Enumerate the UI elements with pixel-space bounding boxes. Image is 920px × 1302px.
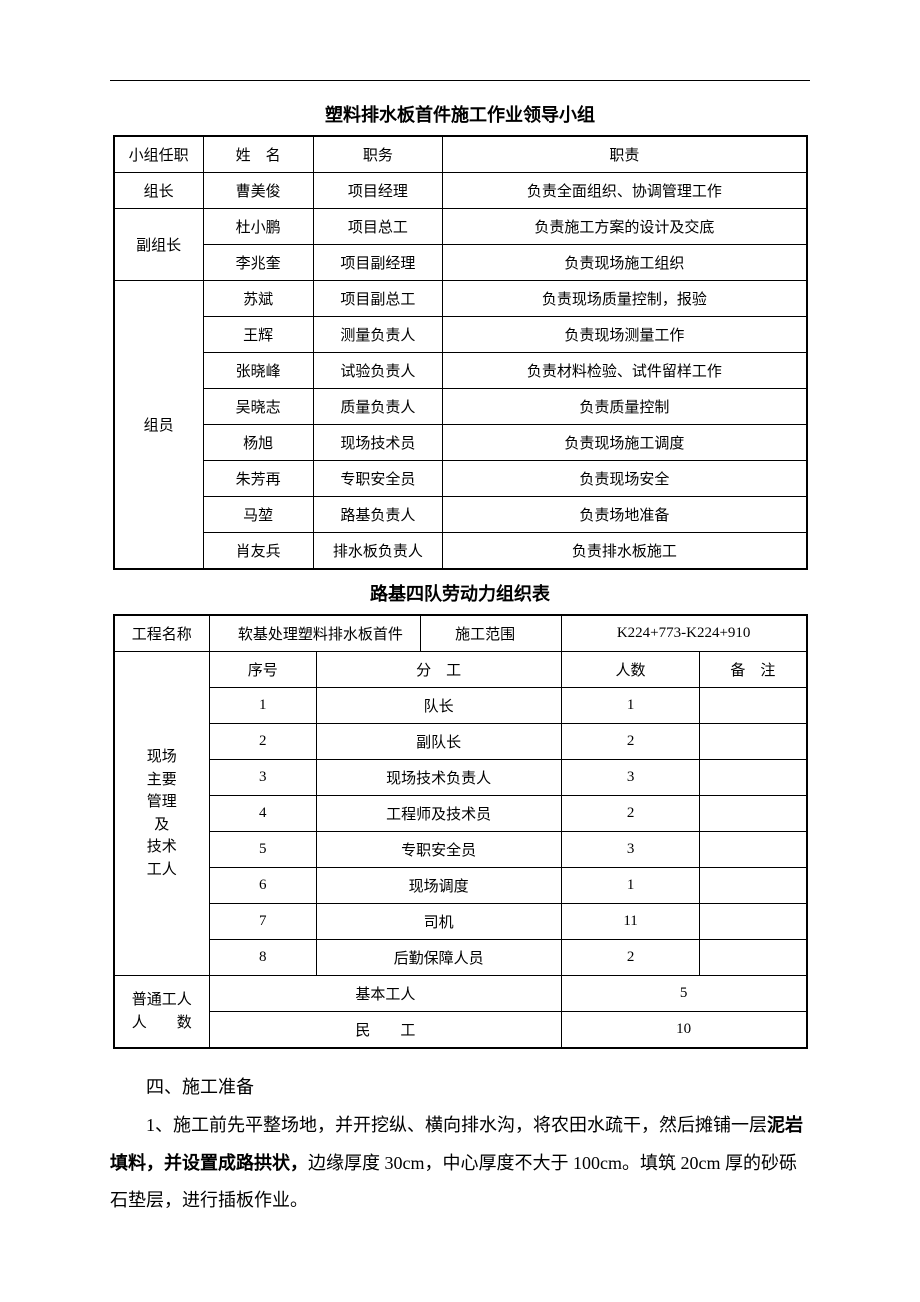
cell-post: 路基负责人 xyxy=(313,497,443,533)
sh-count: 人数 xyxy=(561,652,700,688)
cell-post: 质量负责人 xyxy=(313,389,443,425)
sh-no: 序号 xyxy=(209,652,316,688)
cell-name: 王辉 xyxy=(203,317,313,353)
table-row: 肖友兵 排水板负责人 负责排水板施工 xyxy=(114,533,807,570)
t1-h-role: 小组任职 xyxy=(114,136,204,173)
separator-line xyxy=(110,80,810,81)
cell-name: 肖友兵 xyxy=(203,533,313,570)
cell-post: 项目经理 xyxy=(313,173,443,209)
table2-title: 路基四队劳动力组织表 xyxy=(0,580,920,606)
cell-duty: 负责全面组织、协调管理工作 xyxy=(443,173,807,209)
table-row: 杨旭 现场技术员 负责现场施工调度 xyxy=(114,425,807,461)
cell-post: 排水板负责人 xyxy=(313,533,443,570)
cell-name: 吴晓志 xyxy=(203,389,313,425)
document-page: 塑料排水板首件施工作业领导小组 小组任职 姓 名 职务 职责 组长 曹美俊 项目… xyxy=(0,0,920,1220)
cell-post: 专职安全员 xyxy=(313,461,443,497)
cell-duty: 负责施工方案的设计及交底 xyxy=(443,209,807,245)
table-row: 2 副队长 2 xyxy=(114,724,807,760)
t1-h-name: 姓 名 xyxy=(203,136,313,173)
worker-label: 普通工人 人 数 xyxy=(114,976,210,1049)
sh-note: 备 注 xyxy=(700,652,807,688)
table-row: 普通工人 人 数 基本工人 5 xyxy=(114,976,807,1012)
table-row: 马堃 路基负责人 负责场地准备 xyxy=(114,497,807,533)
sh-task: 分 工 xyxy=(316,652,561,688)
cell-post: 项目副经理 xyxy=(313,245,443,281)
cell-role: 组员 xyxy=(114,281,204,570)
cell-name: 曹美俊 xyxy=(203,173,313,209)
cell-post: 项目副总工 xyxy=(313,281,443,317)
cell-name: 李兆奎 xyxy=(203,245,313,281)
cell-duty: 负责现场测量工作 xyxy=(443,317,807,353)
table-row: 副组长 杜小鹏 项目总工 负责施工方案的设计及交底 xyxy=(114,209,807,245)
leadership-table: 小组任职 姓 名 职务 职责 组长 曹美俊 项目经理 负责全面组织、协调管理工作… xyxy=(113,135,808,570)
table-row: 6 现场调度 1 xyxy=(114,868,807,904)
cell-duty: 负责排水板施工 xyxy=(443,533,807,570)
proj-label: 工程名称 xyxy=(114,615,210,652)
table-row: 1 队长 1 xyxy=(114,688,807,724)
t1-h-post: 职务 xyxy=(313,136,443,173)
table-row: 吴晓志 质量负责人 负责质量控制 xyxy=(114,389,807,425)
cell-duty: 负责现场施工调度 xyxy=(443,425,807,461)
cell-name: 杨旭 xyxy=(203,425,313,461)
body-text: 四、施工准备 1、施工前先平整场地，并开挖纵、横向排水沟，将农田水疏干，然后摊铺… xyxy=(110,1069,810,1220)
cell-role: 组长 xyxy=(114,173,204,209)
table1-title: 塑料排水板首件施工作业领导小组 xyxy=(0,101,920,127)
cell-duty: 负责材料检验、试件留样工作 xyxy=(443,353,807,389)
table-row: 5 专职安全员 3 xyxy=(114,832,807,868)
table-row: 李兆奎 项目副经理 负责现场施工组织 xyxy=(114,245,807,281)
cell-duty: 负责现场施工组织 xyxy=(443,245,807,281)
cell-name: 杜小鹏 xyxy=(203,209,313,245)
table-row: 3 现场技术负责人 3 xyxy=(114,760,807,796)
cell-post: 测量负责人 xyxy=(313,317,443,353)
cell-name: 朱芳再 xyxy=(203,461,313,497)
cell-post: 项目总工 xyxy=(313,209,443,245)
cell-name: 马堃 xyxy=(203,497,313,533)
labor-table: 工程名称 软基处理塑料排水板首件 施工范围 K224+773-K224+910 … xyxy=(113,614,808,1049)
table-row: 8 后勤保障人员 2 xyxy=(114,940,807,976)
cell-duty: 负责现场安全 xyxy=(443,461,807,497)
table-row: 张晓峰 试验负责人 负责材料检验、试件留样工作 xyxy=(114,353,807,389)
section-heading: 四、施工准备 xyxy=(110,1069,810,1107)
table-row: 7 司机 11 xyxy=(114,904,807,940)
proj-name: 软基处理塑料排水板首件 施工范围 xyxy=(209,615,561,652)
cell-name: 苏斌 xyxy=(203,281,313,317)
cell-post: 现场技术员 xyxy=(313,425,443,461)
cell-role: 副组长 xyxy=(114,209,204,281)
paragraph-1: 1、施工前先平整场地，并开挖纵、横向排水沟，将农田水疏干，然后摊铺一层泥岩填料，… xyxy=(110,1107,810,1220)
cell-duty: 负责场地准备 xyxy=(443,497,807,533)
mgmt-label: 现场 主要 管理 及 技术 工人 xyxy=(114,652,210,976)
cell-duty: 负责现场质量控制，报验 xyxy=(443,281,807,317)
table-row: 王辉 测量负责人 负责现场测量工作 xyxy=(114,317,807,353)
table-row: 4 工程师及技术员 2 xyxy=(114,796,807,832)
cell-post: 试验负责人 xyxy=(313,353,443,389)
meta-row: 工程名称 软基处理塑料排水板首件 施工范围 K224+773-K224+910 xyxy=(114,615,807,652)
t1-h-duty: 职责 xyxy=(443,136,807,173)
table-row: 组员 苏斌 项目副总工 负责现场质量控制，报验 xyxy=(114,281,807,317)
cell-duty: 负责质量控制 xyxy=(443,389,807,425)
sub-header-row: 现场 主要 管理 及 技术 工人 序号 分 工 人数 备 注 xyxy=(114,652,807,688)
table-row: 朱芳再 专职安全员 负责现场安全 xyxy=(114,461,807,497)
table-row: 民 工 10 xyxy=(114,1012,807,1049)
cell-name: 张晓峰 xyxy=(203,353,313,389)
range-value: K224+773-K224+910 xyxy=(561,615,806,652)
table1-header-row: 小组任职 姓 名 职务 职责 xyxy=(114,136,807,173)
table-row: 组长 曹美俊 项目经理 负责全面组织、协调管理工作 xyxy=(114,173,807,209)
